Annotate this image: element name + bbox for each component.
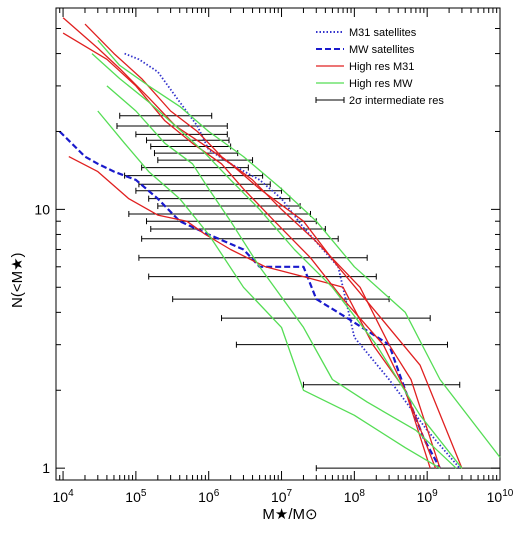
plot-frame xyxy=(55,7,501,481)
legend-item: 2σ intermediate res xyxy=(315,95,444,107)
y-tick-label: 10 xyxy=(34,201,50,217)
legend-label: High res M31 xyxy=(349,61,414,73)
error-bar xyxy=(315,465,501,472)
x-tick-label: 105 xyxy=(125,488,147,505)
x-axis-label-wrap: M★/M⊙ xyxy=(200,505,380,533)
x-tick-label: 104 xyxy=(52,488,74,505)
legend-item: High res M31 xyxy=(316,61,414,73)
error-bar xyxy=(221,315,431,322)
y-axis-label: N(<M★) xyxy=(9,252,26,308)
error-bar xyxy=(148,273,377,280)
legend-item: M31 satellites xyxy=(316,27,417,39)
error-bar xyxy=(302,381,461,388)
errorbar-layer xyxy=(116,112,501,472)
series-line-m31 xyxy=(84,23,441,469)
series-line-m31 xyxy=(62,32,437,469)
series-line-obs_mw xyxy=(58,130,441,469)
legend-item: High res MW xyxy=(316,78,413,90)
x-tick-label: 1010 xyxy=(487,488,514,505)
series-line-mw xyxy=(91,53,463,469)
series-line-mw xyxy=(97,39,501,458)
series-line-obs_m31 xyxy=(124,52,461,469)
error-bar xyxy=(235,341,448,348)
error-bar xyxy=(153,150,239,157)
series-line-mw xyxy=(106,85,457,469)
series-line-m31 xyxy=(68,156,431,469)
series-line-mw xyxy=(97,110,441,469)
x-axis-label: M★/M⊙ xyxy=(262,506,318,523)
error-bar xyxy=(141,235,339,242)
series-layer xyxy=(58,17,501,469)
legend: M31 satellites MW satellites High res M31 H… xyxy=(315,27,444,107)
x-tick-label: 108 xyxy=(344,488,366,505)
y-axis-label-wrap: N(<M★) xyxy=(2,200,30,320)
legend-label: MW satellites xyxy=(349,44,415,56)
x-tick-label: 106 xyxy=(198,488,220,505)
legend-label: M31 satellites xyxy=(349,27,417,39)
legend-label: High res MW xyxy=(349,78,413,90)
error-bar xyxy=(157,157,254,164)
x-tick-label: 107 xyxy=(271,488,293,505)
legend-label: 2σ intermediate res xyxy=(349,95,444,107)
y-tick-label: 1 xyxy=(42,460,50,476)
tick-layer: 104 105 106 107 108 109 1010 1 10 xyxy=(34,7,514,505)
error-bar xyxy=(150,225,326,232)
error-bar xyxy=(150,143,232,150)
x-tick-label: 109 xyxy=(417,488,439,505)
legend-item: MW satellites xyxy=(316,44,415,56)
